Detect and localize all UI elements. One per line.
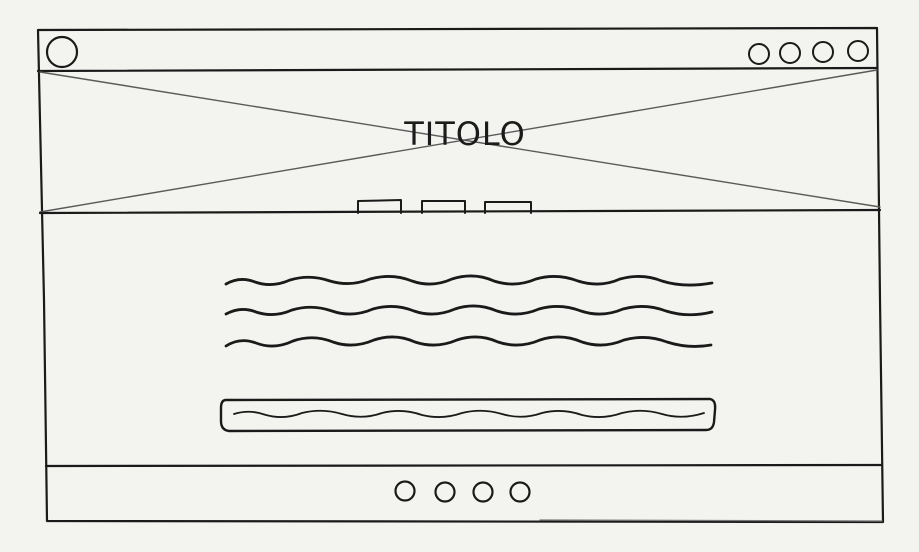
footer-icon-1[interactable] (394, 480, 416, 502)
text-line-1 (224, 274, 714, 287)
footer-icon-4[interactable] (509, 481, 531, 503)
text-line-3 (224, 335, 713, 348)
hero-image-placeholder (38, 69, 882, 215)
cta-bar-text (233, 409, 705, 418)
page-frame (36, 26, 885, 524)
site-header (36, 35, 879, 73)
nav-icon-2[interactable] (779, 42, 801, 64)
hero-button-2[interactable] (421, 200, 466, 214)
nav-icon-4[interactable] (847, 40, 869, 62)
hero-button-1[interactable] (357, 199, 402, 214)
cta-bar[interactable] (219, 397, 717, 433)
nav-icon-1[interactable] (748, 43, 770, 65)
text-line-2 (224, 304, 714, 317)
hero-title: TITOLO (404, 115, 526, 153)
hero-button-3[interactable] (484, 201, 532, 214)
body-text-block (224, 274, 714, 348)
site-footer (44, 463, 884, 522)
nav-icon-3[interactable] (812, 41, 834, 63)
logo-icon[interactable] (45, 35, 79, 69)
footer-icon-2[interactable] (434, 481, 456, 503)
footer-icon-3[interactable] (472, 481, 494, 503)
